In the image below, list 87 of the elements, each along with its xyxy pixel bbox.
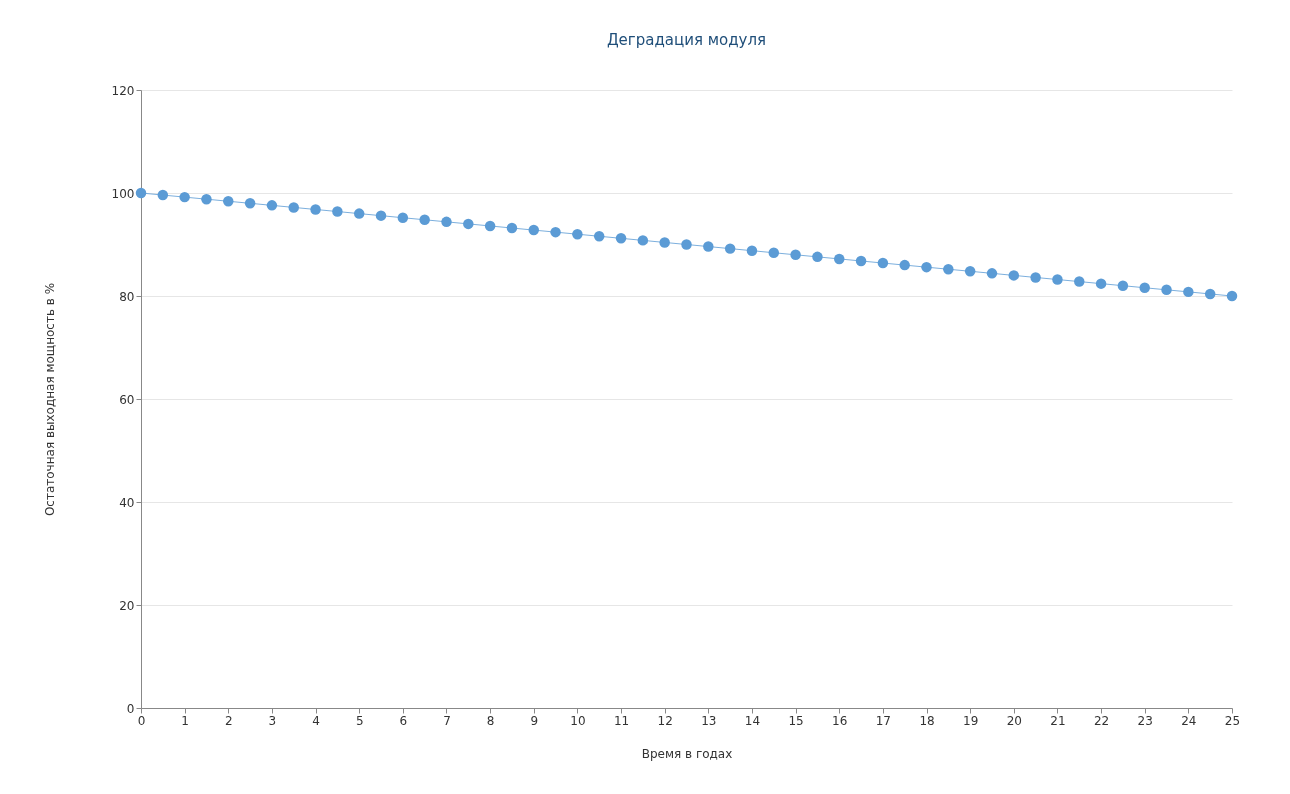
point [637, 235, 649, 246]
y-tick-label: 20 [119, 598, 135, 613]
point [550, 226, 561, 238]
y-axis-title: Остаточная выходная мощность в % [42, 282, 57, 517]
point [593, 231, 605, 242]
y-tick-label: 60 [119, 392, 135, 407]
point [266, 200, 278, 211]
x-tick-label: 24 [1181, 713, 1197, 728]
x-tick-label: 18 [919, 713, 935, 728]
point [135, 187, 147, 199]
x-tick-label: 1 [181, 713, 189, 728]
x-tick-label: 3 [268, 713, 277, 728]
x-tick-label: 5 [355, 713, 364, 728]
x-tick-label: 14 [744, 713, 761, 728]
y-tick-label: 80 [119, 289, 135, 304]
x-tick-label: 21 [1050, 713, 1066, 728]
x-tick-label: 4 [312, 713, 320, 728]
point [1226, 290, 1238, 302]
point [659, 237, 670, 248]
point [310, 204, 321, 215]
x-tick-label: 16 [832, 713, 848, 728]
x-tick-label: 8 [486, 713, 495, 728]
point [1074, 276, 1085, 287]
point [790, 249, 801, 261]
point [724, 243, 736, 254]
point [746, 245, 758, 256]
point [419, 214, 430, 226]
x-tick-label: 12 [657, 713, 673, 728]
point [1052, 274, 1063, 285]
point [506, 222, 518, 234]
point [1161, 284, 1172, 296]
point [1008, 270, 1020, 281]
point [157, 189, 169, 201]
x-tick-label: 7 [443, 713, 451, 728]
point [1030, 272, 1041, 283]
point [768, 247, 780, 258]
y-tick-label: 100 [111, 186, 135, 201]
x-tick-label: 20 [1006, 713, 1022, 728]
chart-title: Деградация модуля [606, 31, 767, 49]
x-tick-label: 6 [399, 713, 408, 728]
point [986, 268, 998, 279]
point [681, 239, 692, 250]
x-tick-label: 0 [137, 713, 146, 728]
point [877, 257, 889, 269]
point [1095, 278, 1107, 289]
point [528, 224, 539, 236]
x-tick-label: 9 [530, 713, 539, 728]
point [921, 261, 932, 273]
point [964, 266, 976, 277]
x-tick-label: 10 [570, 713, 586, 728]
point [703, 241, 714, 252]
point [179, 191, 190, 203]
point [1117, 280, 1129, 291]
point [288, 202, 299, 213]
point [223, 196, 234, 207]
point [201, 193, 212, 205]
point [484, 220, 496, 232]
point [1139, 282, 1150, 293]
point [463, 218, 474, 230]
point [855, 255, 867, 267]
x-tick-label: 13 [701, 713, 717, 728]
x-tick-label: 22 [1093, 713, 1110, 728]
point [899, 259, 910, 271]
x-tick-label: 17 [875, 713, 892, 728]
x-tick-label: 15 [788, 713, 804, 728]
point [441, 216, 452, 228]
x-axis-title: Время в годах [641, 746, 733, 761]
y-tick-label: 120 [111, 83, 135, 98]
y-tick-label: 40 [119, 495, 135, 510]
point [572, 228, 583, 240]
point [834, 253, 845, 265]
point [244, 198, 256, 209]
point [812, 251, 823, 263]
point [1204, 288, 1216, 300]
x-tick-label: 23 [1137, 713, 1153, 728]
y-tick-label: 0 [126, 701, 135, 716]
x-tick-label: 2 [224, 713, 233, 728]
point [943, 263, 954, 275]
point [397, 212, 409, 223]
point [332, 206, 343, 217]
point [1183, 286, 1194, 298]
x-tick-label: 19 [963, 713, 979, 728]
x-tick-label: 25 [1224, 713, 1241, 728]
point [353, 208, 365, 219]
point [375, 210, 387, 221]
x-tick-label: 11 [613, 713, 630, 728]
point [615, 233, 627, 244]
